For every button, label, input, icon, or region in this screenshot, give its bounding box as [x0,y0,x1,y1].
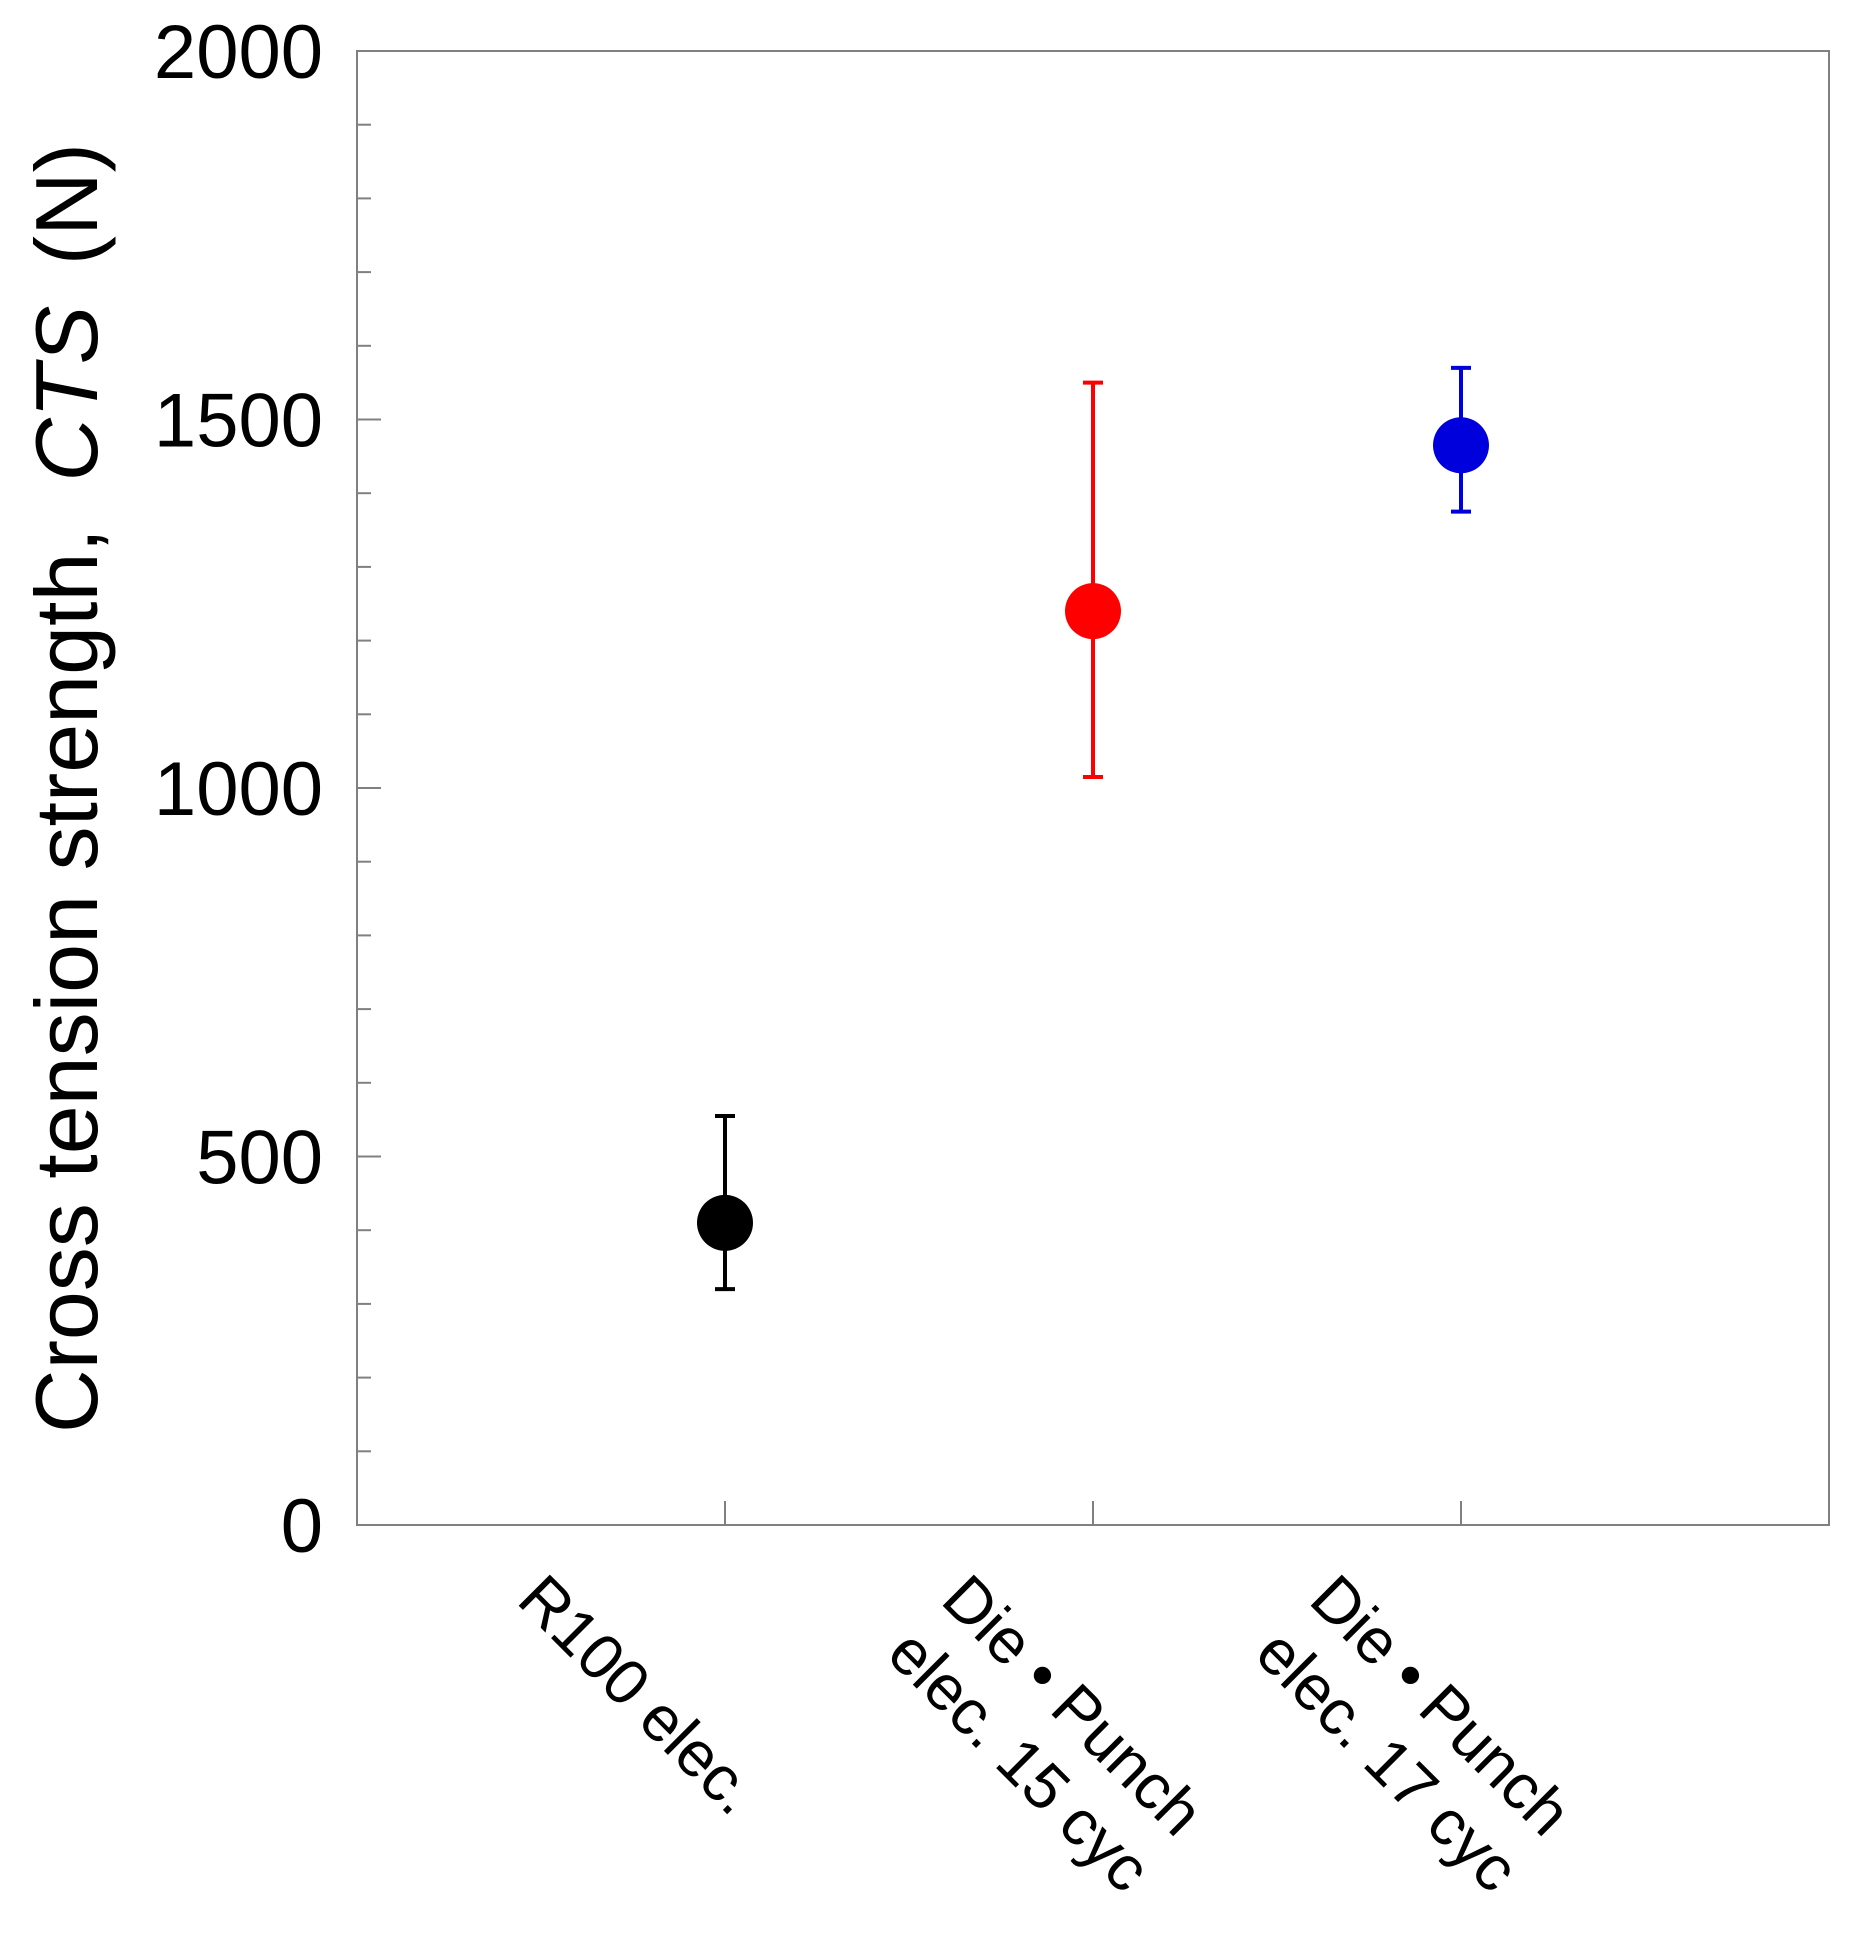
x-tick-label-line: R100 elec. [505,1561,772,1828]
data-point [1433,417,1489,474]
y-axis-title-symbol: CTS [17,306,116,482]
y-axis-ticks: 0 500 1000 1500 2000 [154,10,381,1569]
y-tick-label: 2000 [154,10,323,95]
y-axis-title-unit: (N) [17,143,116,265]
data-point-group [697,1113,753,1292]
y-axis-title-prefix: Cross tension strength, [17,528,116,1433]
y-tick-label: 0 [281,1484,323,1569]
data-point-group [1433,365,1489,514]
y-tick-label: 1500 [154,379,323,464]
data-point-group [1065,380,1121,779]
x-axis-ticks: R100 elec. Die • Punchelec. 15 cyc Die • P… [505,1501,1587,1905]
y-tick-label: 500 [196,1116,323,1201]
plot-frame [356,50,1830,1526]
data-marks [697,365,1489,1292]
x-tick-label: Die • Punchelec. 15 cyc [875,1561,1219,1905]
data-point [1065,583,1121,640]
x-tick-label: Die • Punchelec. 17 cyc [1243,1561,1587,1905]
data-point [697,1194,753,1251]
y-tick-label: 1000 [154,747,323,832]
y-axis-title: Cross tension strength, CTS (N) [17,143,116,1433]
x-tick-label: R100 elec. [505,1561,772,1828]
